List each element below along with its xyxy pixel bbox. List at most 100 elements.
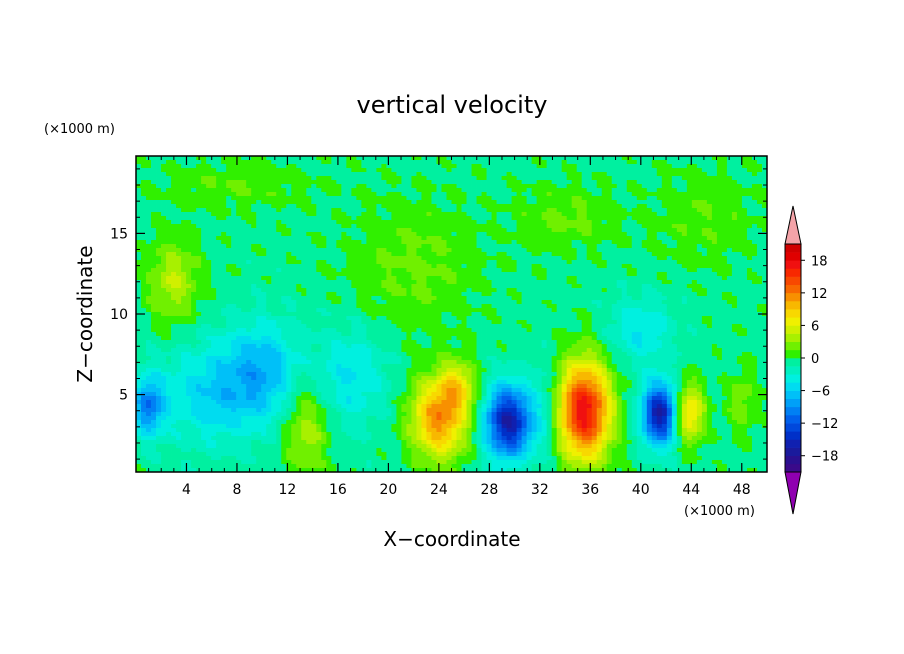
heatmap-cell — [486, 308, 492, 313]
heatmap-cell — [541, 180, 548, 185]
heatmap-cell — [341, 292, 347, 297]
heatmap-cell — [466, 208, 472, 213]
heatmap-cell — [291, 208, 297, 213]
heatmap-cell — [731, 220, 738, 225]
heatmap-cell — [221, 236, 227, 241]
heatmap-cell — [216, 168, 222, 173]
heatmap-cell — [591, 268, 598, 273]
heatmap-cell — [711, 204, 718, 209]
heatmap-cell — [176, 264, 182, 269]
heatmap-cell — [656, 248, 663, 253]
heatmap-cell — [756, 180, 763, 185]
heatmap-cell — [496, 164, 502, 169]
heatmap-cell — [396, 304, 402, 309]
heatmap-cell — [666, 224, 673, 229]
heatmap-cell — [221, 160, 227, 165]
heatmap-cell — [646, 244, 653, 249]
heatmap-cell — [191, 312, 197, 317]
heatmap-cell — [281, 292, 287, 297]
heatmap-cell — [641, 276, 648, 281]
heatmap-cell — [656, 300, 663, 305]
heatmap-cell — [316, 240, 322, 245]
heatmap-cell — [206, 172, 212, 177]
heatmap-cell — [606, 304, 613, 309]
heatmap-cell — [686, 216, 693, 221]
heatmap-cell — [701, 156, 708, 161]
heatmap-cell — [416, 244, 422, 249]
heatmap-cell — [521, 300, 528, 305]
heatmap-cell — [281, 208, 287, 213]
heatmap-cell — [271, 228, 277, 233]
heatmap-cell — [366, 264, 372, 269]
heatmap-cell — [471, 304, 477, 309]
heatmap-cell — [616, 160, 623, 165]
heatmap-cell — [691, 164, 698, 169]
heatmap-cell — [346, 312, 352, 317]
chart-title: vertical velocity — [357, 91, 548, 119]
heatmap-cell — [506, 180, 512, 185]
heatmap-cell — [416, 296, 422, 301]
heatmap-cell — [216, 312, 222, 317]
heatmap-cell — [401, 252, 407, 257]
heatmap-cell — [601, 156, 608, 161]
heatmap-cell — [716, 204, 723, 209]
heatmap-cell — [271, 308, 277, 313]
heatmap-cell — [311, 172, 317, 177]
heatmap-cell — [436, 272, 442, 277]
heatmap-cell — [501, 204, 507, 209]
heatmap-cell — [246, 176, 252, 181]
heatmap-cell — [701, 196, 708, 201]
heatmap-cell — [566, 240, 573, 245]
heatmap-cell — [631, 284, 638, 289]
heatmap-cell — [601, 168, 608, 173]
heatmap-cell — [641, 208, 648, 213]
heatmap-cell — [241, 172, 247, 177]
heatmap-cell — [536, 280, 543, 285]
heatmap-cell — [181, 300, 187, 305]
heatmap-cell — [376, 196, 382, 201]
heatmap-cell — [686, 180, 693, 185]
heatmap-cell — [336, 268, 342, 273]
heatmap-cell — [366, 216, 372, 221]
heatmap-cell — [616, 276, 623, 281]
heatmap-cell — [291, 300, 297, 305]
heatmap-cell — [686, 228, 693, 233]
heatmap-cell — [306, 248, 312, 253]
heatmap-cell — [541, 244, 548, 249]
heatmap-cell — [696, 300, 703, 305]
heatmap-cell — [496, 280, 502, 285]
heatmap-cell — [616, 280, 623, 285]
heatmap-cell — [181, 160, 187, 165]
heatmap-cell — [661, 204, 668, 209]
heatmap-cell — [576, 264, 583, 269]
heatmap-cell — [426, 304, 432, 309]
heatmap-cell — [726, 296, 733, 301]
heatmap-cell — [176, 252, 182, 257]
heatmap-cell — [171, 184, 177, 189]
heatmap-cell — [756, 272, 763, 277]
heatmap-cell — [346, 168, 352, 173]
heatmap-cell — [661, 280, 668, 285]
heatmap-cell — [721, 236, 728, 241]
heatmap-cell — [566, 196, 573, 201]
heatmap-cell — [451, 244, 457, 249]
heatmap-cell — [326, 256, 332, 261]
heatmap-cell — [671, 268, 678, 273]
heatmap-cell — [706, 196, 713, 201]
heatmap-cell — [351, 192, 357, 197]
heatmap-cell — [216, 268, 222, 273]
heatmap-cell — [251, 240, 257, 245]
heatmap-cell — [186, 272, 192, 277]
heatmap-cell — [536, 212, 543, 217]
heatmap-cell — [361, 248, 367, 253]
heatmap-cell — [251, 176, 257, 181]
heatmap-cell — [561, 284, 568, 289]
heatmap-cell — [416, 156, 422, 161]
heatmap-cell — [521, 196, 528, 201]
heatmap-cell — [411, 284, 417, 289]
heatmap-cell — [351, 268, 357, 273]
heatmap-cell — [251, 300, 257, 305]
heatmap-cell — [486, 208, 492, 213]
heatmap-cell — [201, 160, 207, 165]
